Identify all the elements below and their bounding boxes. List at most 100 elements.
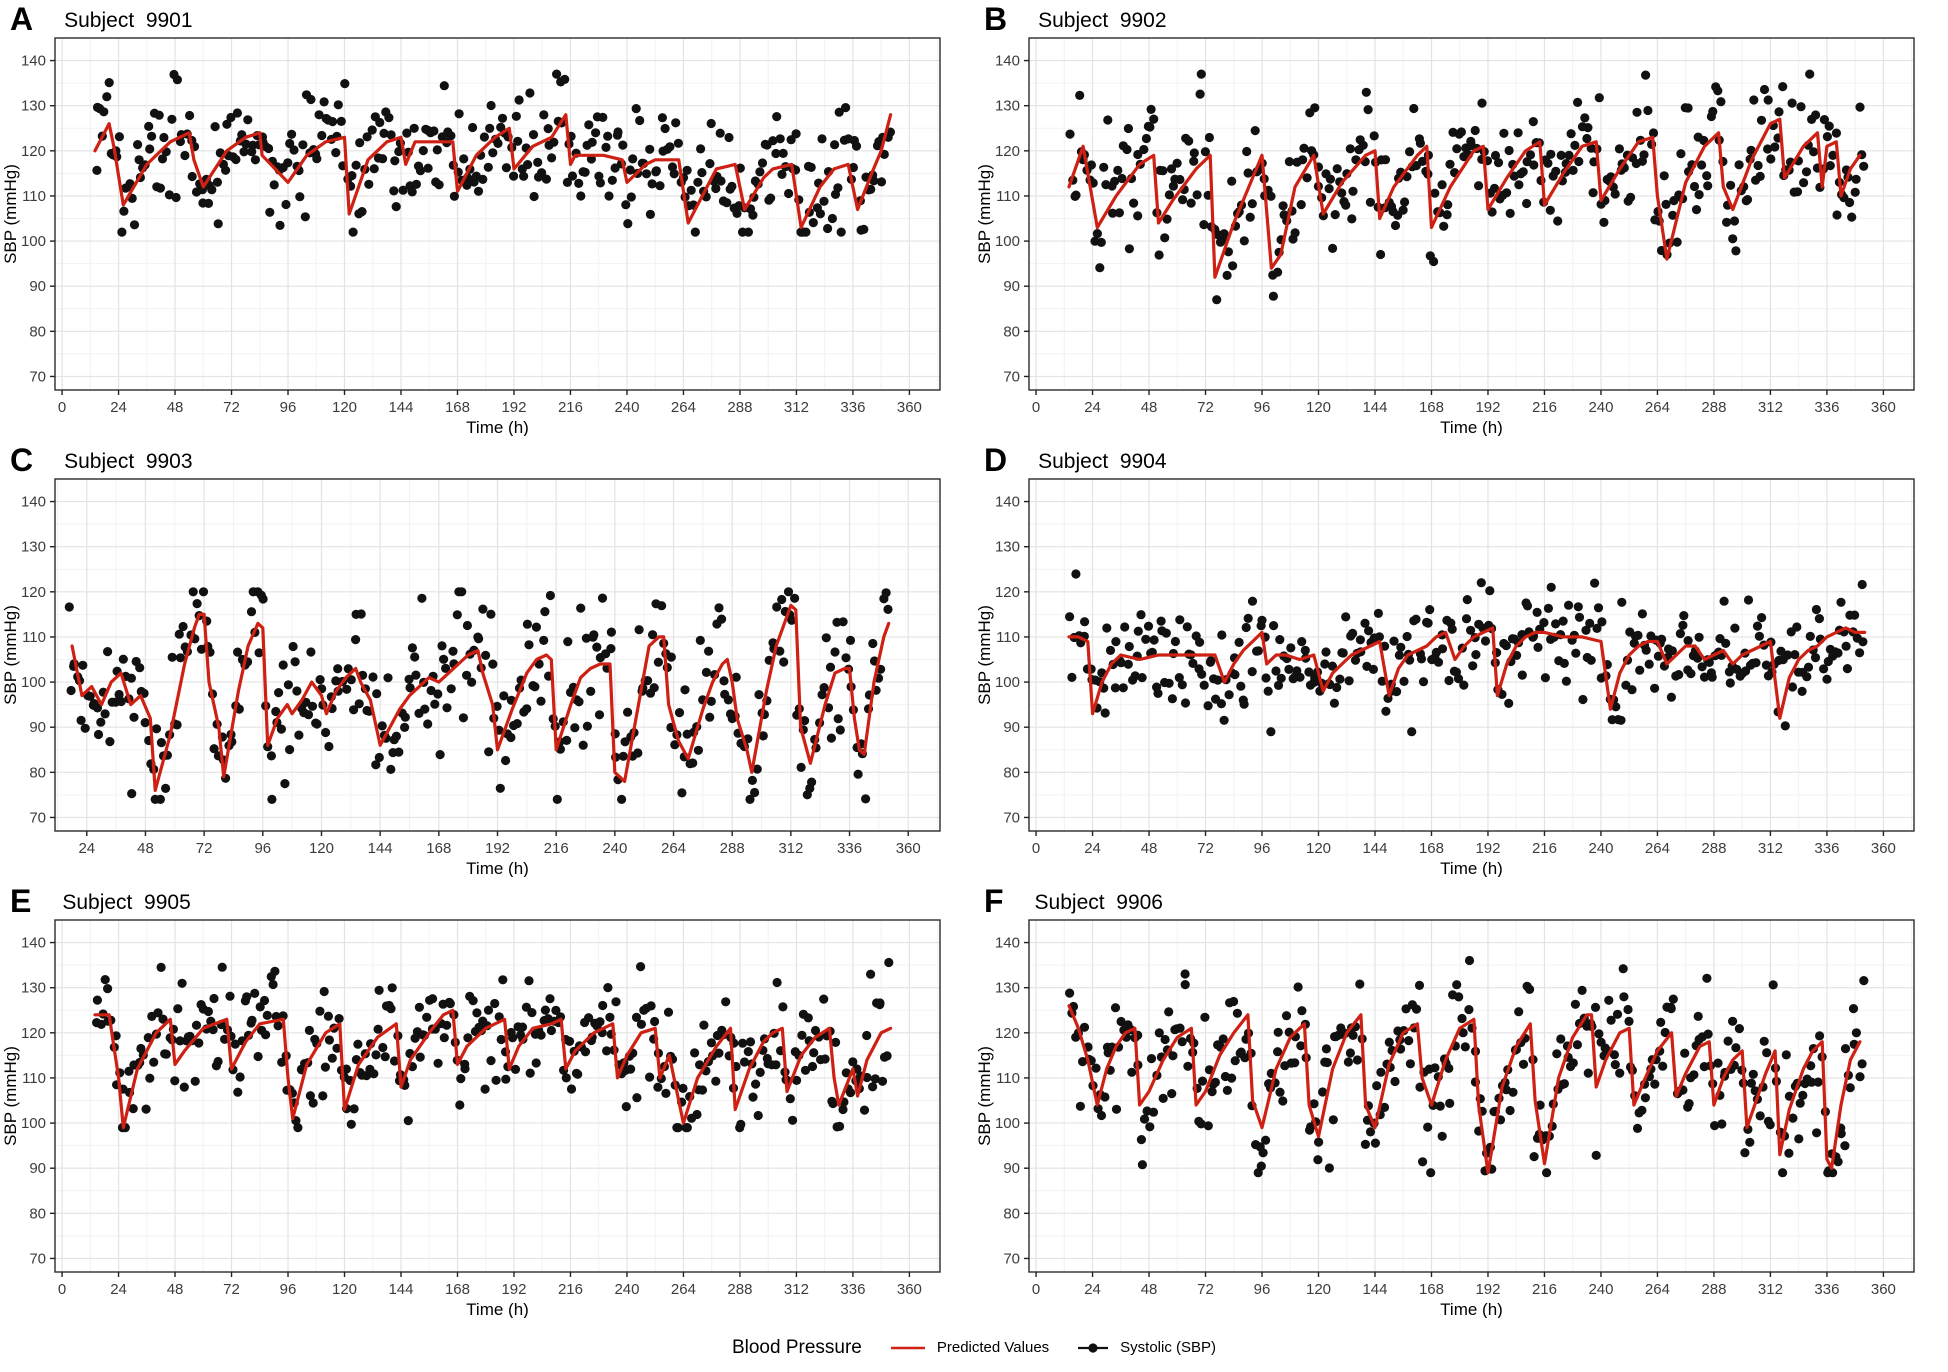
svg-text:110: 110 [996, 629, 1020, 646]
svg-text:0: 0 [1032, 399, 1040, 416]
svg-text:0: 0 [58, 399, 66, 416]
svg-text:90: 90 [1003, 278, 1020, 295]
axes: 70 80 90 100 110 120 130 140 0 24 48 72 96 120 144 168 1… [995, 935, 1896, 1298]
svg-text:264: 264 [661, 840, 686, 857]
y-axis-title: SBP (mmHg) [1, 1046, 20, 1146]
svg-text:80: 80 [29, 1205, 46, 1222]
svg-text:216: 216 [558, 399, 583, 416]
svg-text:144: 144 [1362, 399, 1387, 416]
svg-text:96: 96 [1254, 399, 1271, 416]
legend-item-systolic: Systolic (SBP) [1075, 1339, 1216, 1356]
panel-header: F Subject 9906 [974, 882, 1948, 919]
svg-text:216: 216 [1532, 840, 1557, 857]
panel-header: C Subject 9903 [0, 441, 974, 476]
svg-text:70: 70 [1003, 809, 1020, 826]
svg-text:70: 70 [29, 368, 46, 385]
svg-text:120: 120 [21, 584, 46, 601]
svg-text:240: 240 [614, 399, 639, 416]
svg-text:168: 168 [445, 1281, 470, 1298]
panel-border [54, 919, 941, 1273]
predicted-line [1067, 117, 1862, 279]
panel-grid: A Subject 9901 70 80 90 100 110 120 130 140 0 24 48 7… [0, 0, 1948, 1318]
svg-text:288: 288 [1701, 840, 1726, 857]
svg-text:216: 216 [1532, 1281, 1557, 1298]
svg-text:100: 100 [995, 233, 1020, 250]
svg-text:312: 312 [1758, 840, 1783, 857]
svg-text:80: 80 [1003, 323, 1020, 340]
svg-text:70: 70 [1003, 368, 1020, 385]
svg-text:120: 120 [1306, 399, 1331, 416]
panel-title: Subject 9904 [1038, 450, 1167, 473]
chart-legend: Blood Pressure Predicted Values Systolic… [0, 1323, 1948, 1372]
svg-text:96: 96 [280, 1281, 297, 1298]
panel-title: Subject 9903 [64, 450, 193, 473]
svg-text:120: 120 [1306, 840, 1331, 857]
panel-letter: F [984, 883, 1005, 919]
svg-text:288: 288 [1701, 399, 1726, 416]
svg-text:100: 100 [995, 1115, 1020, 1132]
panel-border [1028, 37, 1915, 391]
svg-text:168: 168 [1419, 840, 1444, 857]
svg-text:336: 336 [837, 840, 862, 857]
svg-text:336: 336 [1814, 1281, 1839, 1298]
chart-f: 70 80 90 100 110 120 130 140 0 24 48 72 96 120 144 168 1… [975, 919, 1915, 1318]
svg-text:264: 264 [1645, 840, 1670, 857]
svg-text:120: 120 [332, 399, 357, 416]
svg-text:144: 144 [1362, 1281, 1387, 1298]
panel-letter: B [984, 1, 1009, 37]
panel-d: D Subject 9904 70 80 90 100 110 120 130 140 0 24 48 7… [974, 441, 1948, 882]
svg-text:168: 168 [1419, 399, 1444, 416]
svg-text:100: 100 [21, 674, 46, 691]
svg-text:130: 130 [21, 98, 46, 115]
x-axis-title: Time (h) [466, 418, 529, 436]
y-axis-title: SBP (mmHg) [975, 1046, 994, 1146]
predicted-line [1067, 1004, 1862, 1175]
gridlines [55, 38, 940, 390]
svg-text:110: 110 [22, 629, 46, 646]
panel-title: Subject 9901 [64, 9, 193, 32]
svg-text:100: 100 [995, 674, 1020, 691]
svg-text:90: 90 [29, 278, 46, 295]
svg-text:72: 72 [1197, 1281, 1214, 1298]
svg-text:70: 70 [29, 809, 46, 826]
chart-b: 70 80 90 100 110 120 130 140 0 24 48 72 96 120 144 168 1… [975, 37, 1915, 436]
svg-text:72: 72 [196, 840, 213, 857]
svg-text:240: 240 [1588, 399, 1613, 416]
predicted-line [70, 603, 891, 792]
x-axis-title: Time (h) [1440, 859, 1503, 877]
svg-text:80: 80 [1003, 1205, 1020, 1222]
svg-text:360: 360 [1871, 1281, 1896, 1298]
svg-text:192: 192 [1475, 840, 1500, 857]
chart-a: 70 80 90 100 110 120 130 140 0 24 48 72 96 120 144 168 1… [1, 37, 941, 436]
svg-text:336: 336 [840, 1281, 865, 1298]
legend-label-systolic: Systolic (SBP) [1120, 1339, 1217, 1356]
svg-text:110: 110 [996, 188, 1020, 205]
y-axis-title: SBP (mmHg) [975, 605, 994, 705]
svg-text:0: 0 [1032, 1281, 1040, 1298]
svg-text:140: 140 [995, 53, 1020, 70]
svg-text:192: 192 [485, 840, 510, 857]
svg-text:72: 72 [223, 399, 240, 416]
svg-text:130: 130 [995, 980, 1020, 997]
svg-text:80: 80 [1003, 764, 1020, 781]
axes: 70 80 90 100 110 120 130 140 0 24 48 72 96 120 144 168 1… [21, 935, 922, 1298]
svg-text:192: 192 [1475, 399, 1500, 416]
predicted-line [93, 1008, 893, 1130]
svg-text:100: 100 [21, 233, 46, 250]
chart-e: 70 80 90 100 110 120 130 140 0 24 48 72 96 120 144 168 1… [1, 919, 941, 1318]
predicted-line [1067, 626, 1867, 720]
svg-text:130: 130 [995, 539, 1020, 556]
svg-text:140: 140 [21, 53, 46, 70]
svg-text:96: 96 [254, 840, 271, 857]
y-axis-title: SBP (mmHg) [975, 164, 994, 264]
svg-text:96: 96 [1254, 840, 1271, 857]
panel-header: B Subject 9902 [974, 0, 1948, 37]
svg-text:140: 140 [995, 935, 1020, 952]
svg-text:24: 24 [1084, 1281, 1101, 1298]
panel-title: Subject 9902 [1038, 9, 1167, 32]
predicted-line-glyph [890, 1346, 925, 1349]
svg-text:264: 264 [671, 1281, 696, 1298]
svg-text:90: 90 [29, 719, 46, 736]
svg-text:144: 144 [1362, 840, 1387, 857]
